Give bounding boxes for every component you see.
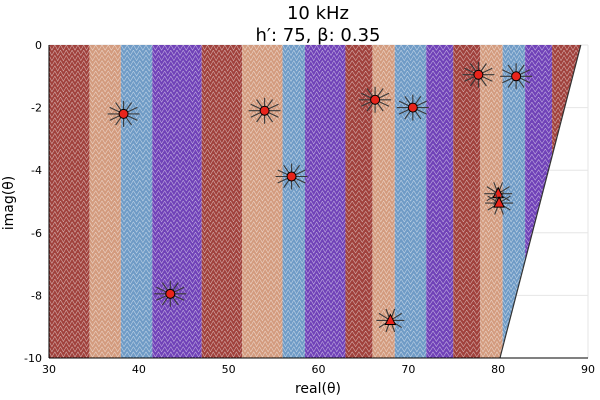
- x-tick-label: 30: [42, 363, 56, 376]
- mesh-lines: [241, 45, 283, 358]
- mesh-lines: [479, 45, 503, 358]
- mesh-lines: [120, 45, 153, 358]
- mesh-lines: [49, 45, 90, 358]
- zero-point: [286, 171, 297, 182]
- plot-area: 30 40 50 60 70 80 90 0 -2 -4 -6 -8 -10: [24, 39, 595, 376]
- phase-band: [304, 45, 346, 358]
- pole-marker: [376, 308, 405, 333]
- zero-point: [473, 69, 484, 80]
- x-tick-label: 40: [132, 363, 146, 376]
- phase-band: [201, 45, 243, 358]
- y-tick-label: 0: [35, 39, 42, 52]
- chart-title: 10 kHz: [287, 3, 349, 24]
- mesh-lines: [201, 45, 243, 358]
- x-tick-label: 70: [401, 363, 415, 376]
- mesh-lines: [89, 45, 122, 358]
- zero-point: [511, 71, 522, 82]
- y-tick-label: -10: [24, 352, 42, 365]
- x-axis-label: real(θ): [295, 381, 341, 397]
- phase-field: [49, 45, 581, 358]
- zero-marker: [154, 280, 187, 307]
- phase-band: [394, 45, 427, 358]
- mesh-starburst: [500, 63, 533, 90]
- x-tick-label: 60: [312, 363, 326, 376]
- phase-band: [152, 45, 202, 358]
- phase-band-fill: [552, 45, 581, 358]
- mesh-starburst: [376, 308, 405, 333]
- zero-marker: [107, 100, 140, 127]
- mesh-starburst: [248, 97, 281, 124]
- mesh-starburst: [485, 191, 514, 215]
- phase-band: [453, 45, 481, 358]
- mesh-lines: [304, 45, 346, 358]
- y-tick-label: -6: [31, 227, 42, 240]
- mesh-starburst: [154, 280, 187, 307]
- zero-point: [118, 108, 129, 119]
- mesh-lines: [453, 45, 481, 358]
- mesh-lines: [426, 45, 454, 358]
- zero-point: [165, 288, 176, 299]
- mesh-lines: [394, 45, 427, 358]
- zero-point: [370, 94, 381, 105]
- zero-marker: [359, 86, 392, 113]
- pole-point: [493, 195, 505, 208]
- mesh-starburst: [107, 100, 140, 127]
- phase-band: [372, 45, 396, 358]
- chart-subtitle: h′: 75, β: 0.35: [256, 25, 381, 46]
- zero-marker: [396, 94, 429, 121]
- phase-band: [345, 45, 373, 358]
- phase-band: [282, 45, 306, 358]
- y-tick-label: -4: [31, 164, 42, 177]
- zero-marker: [500, 63, 533, 90]
- x-tick-label: 50: [222, 363, 236, 376]
- y-tick-label: -2: [31, 102, 42, 115]
- phase-band: [89, 45, 122, 358]
- pole-marker: [485, 191, 514, 215]
- mesh-starburst: [396, 94, 429, 121]
- phase-band: [551, 45, 581, 358]
- zero-point: [259, 105, 270, 116]
- mesh-lines: [372, 45, 396, 358]
- pole-point: [384, 313, 397, 325]
- phase-band: [49, 45, 90, 358]
- phase-band: [479, 45, 503, 358]
- zero-marker: [275, 163, 308, 190]
- mesh-lines: [502, 45, 526, 358]
- mesh-starburst: [275, 163, 308, 190]
- zero-point: [407, 102, 418, 113]
- phase-band: [524, 45, 553, 358]
- y-axis-label: imag(θ): [1, 176, 17, 230]
- y-tick-label: -8: [31, 289, 42, 302]
- mesh-starburst: [462, 61, 495, 88]
- mesh-lines: [282, 45, 306, 358]
- zero-marker: [462, 61, 495, 88]
- phase-band: [426, 45, 454, 358]
- mesh-starburst: [359, 86, 392, 113]
- x-tick-label: 90: [581, 363, 595, 376]
- x-tick-label: 80: [491, 363, 505, 376]
- zero-marker: [248, 97, 281, 124]
- mesh-lines: [551, 45, 581, 358]
- phase-band: [120, 45, 153, 358]
- phase-band: [241, 45, 283, 358]
- domain-boundary: [499, 44, 582, 359]
- phase-band: [502, 45, 526, 358]
- mesh-lines: [345, 45, 373, 358]
